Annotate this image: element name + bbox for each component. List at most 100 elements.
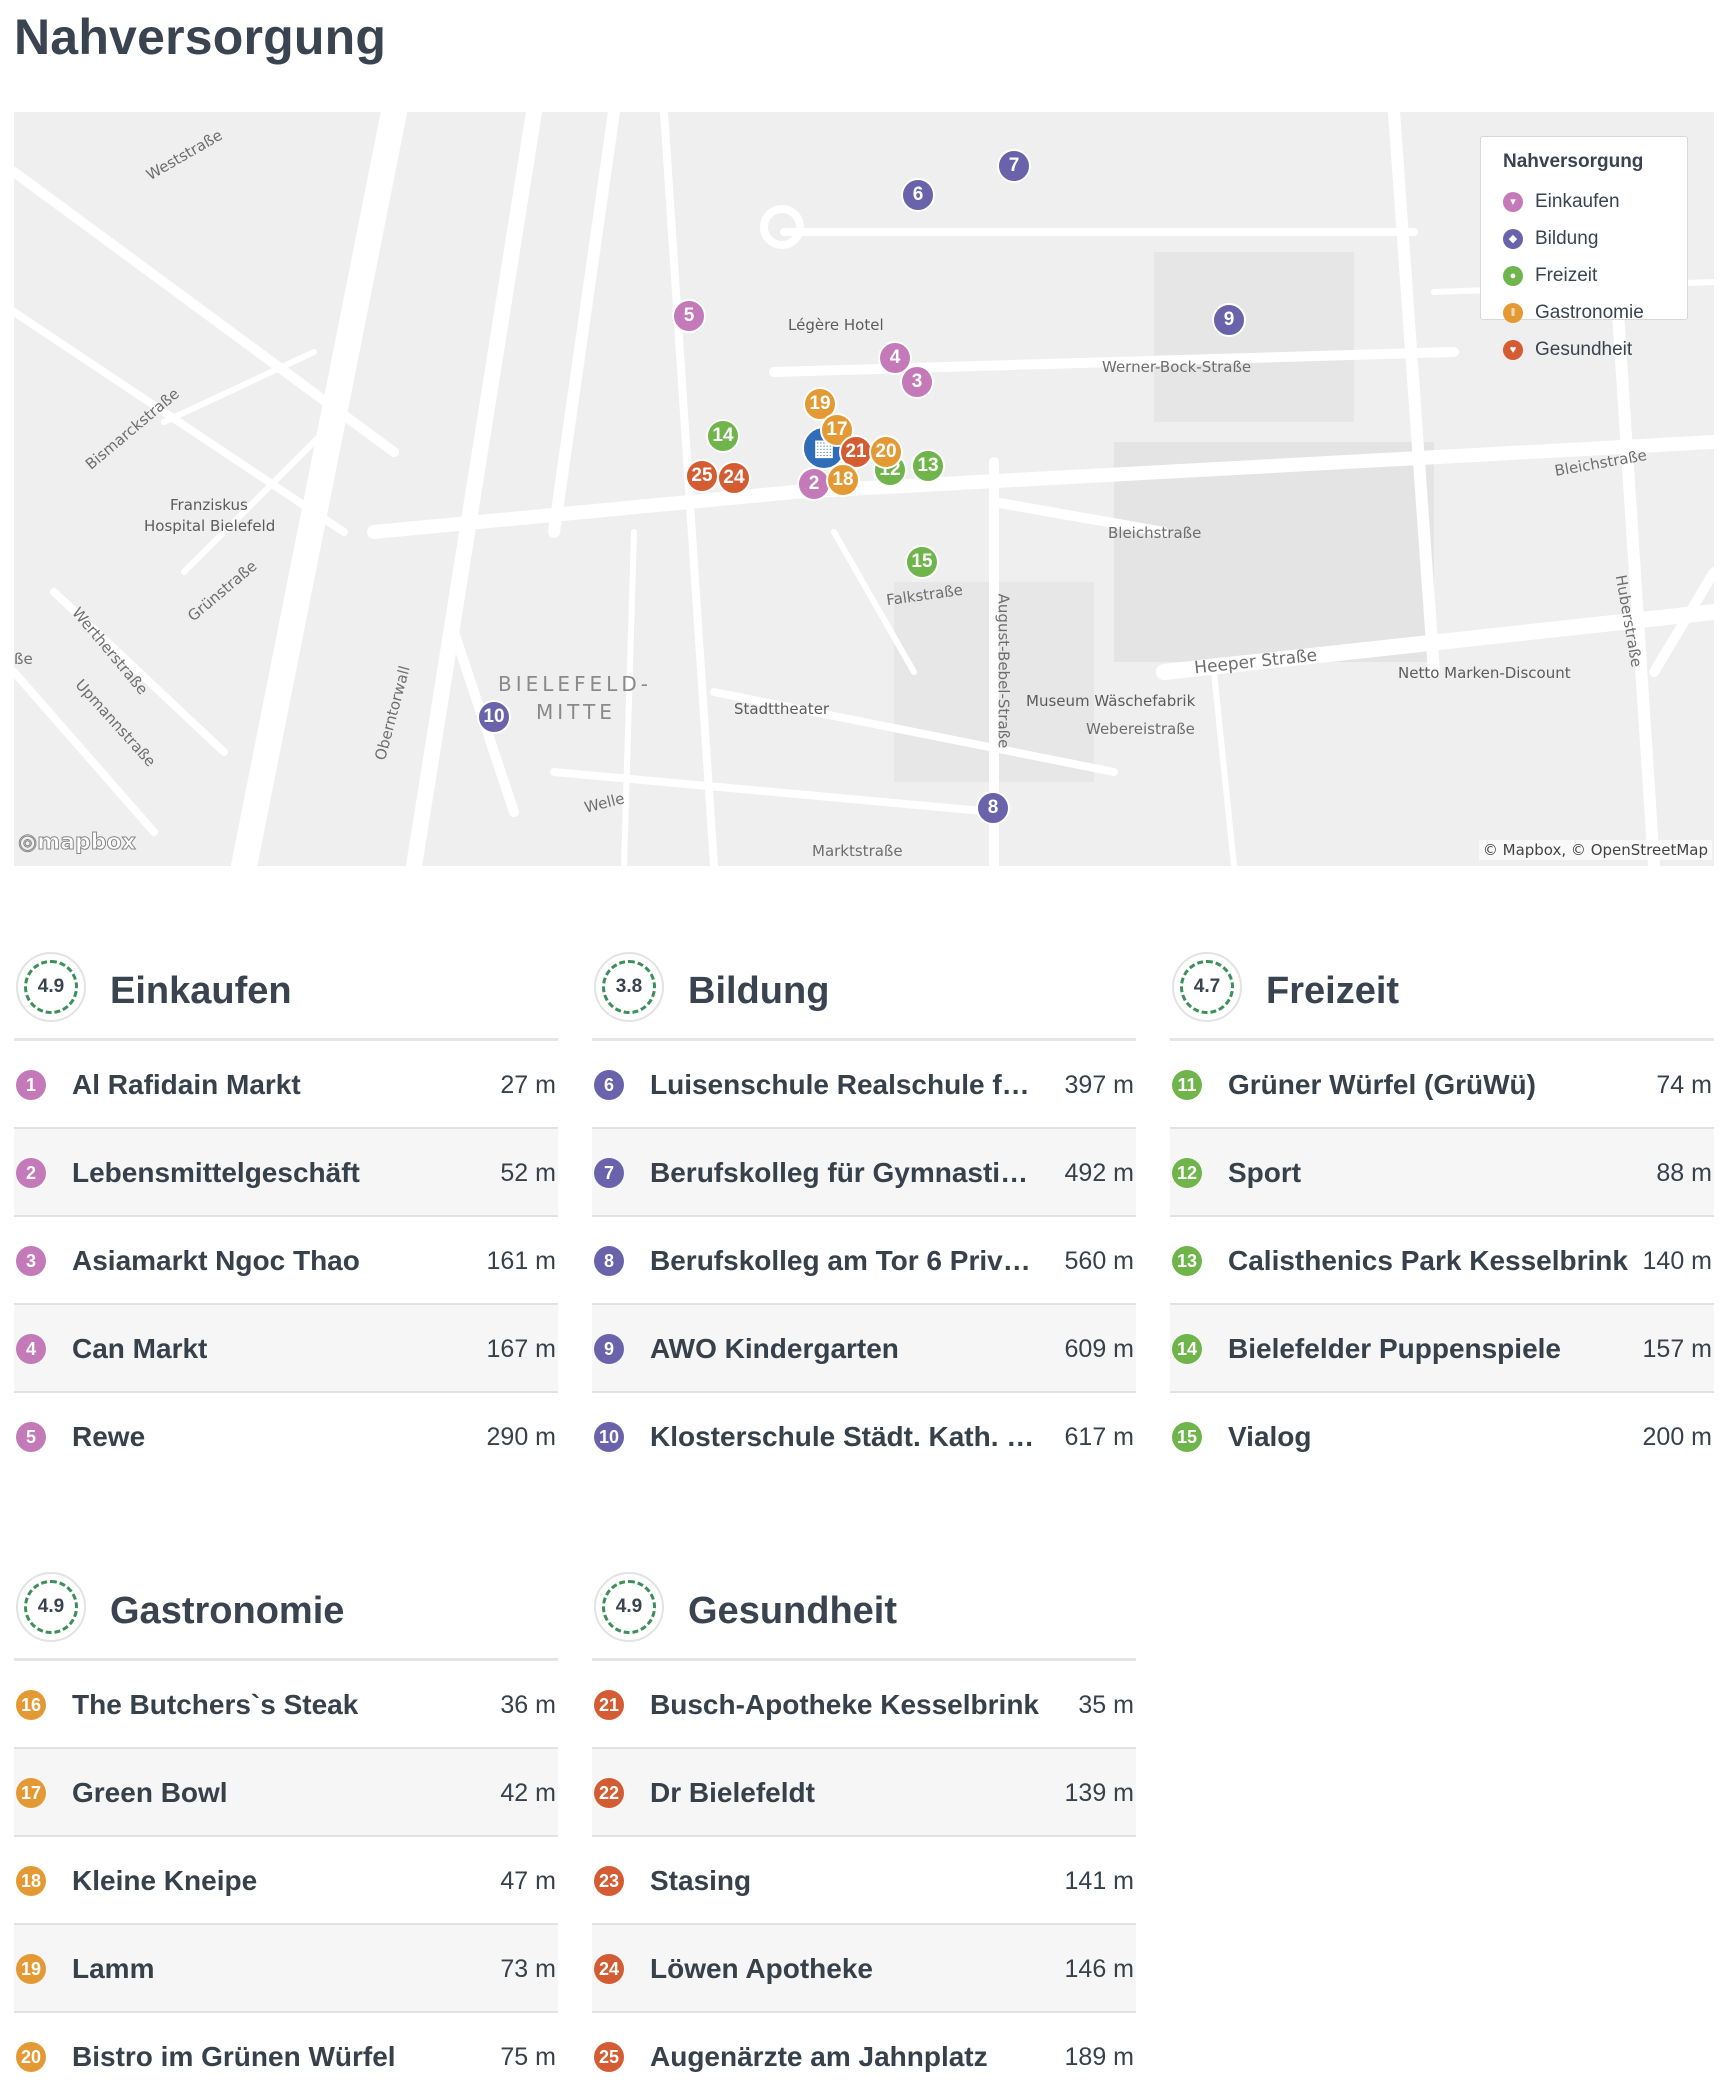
legend-label: Bildung — [1535, 227, 1599, 249]
list-item[interactable]: 9 AWO Kindergarten 609 m — [592, 1305, 1136, 1393]
item-distance: 74 m — [1656, 1071, 1712, 1099]
list-item[interactable]: 10 Klosterschule Städt. Kath. G... 617 m — [592, 1393, 1136, 1479]
item-distance: 88 m — [1656, 1159, 1712, 1187]
map-pin-7[interactable]: 7 — [997, 149, 1031, 183]
item-number: 5 — [16, 1422, 46, 1452]
map[interactable]: Weststraße Légère Hotel Werner-Bock-Stra… — [14, 112, 1714, 866]
list-item[interactable]: 11 Grüner Würfel (GrüWü) 74 m — [1170, 1041, 1714, 1129]
map-pin-18[interactable]: 18 — [826, 463, 860, 497]
map-pin-25[interactable]: 25 — [685, 459, 719, 493]
map-pin-number: 15 — [911, 551, 933, 572]
item-number: 6 — [594, 1070, 624, 1100]
item-number: 18 — [16, 1866, 46, 1896]
map-label-stadttheater: Stadttheater — [734, 700, 830, 718]
list-item[interactable]: 17 Green Bowl 42 m — [14, 1749, 558, 1837]
list-item[interactable]: 6 Luisenschule Realschule fü... 397 m — [592, 1041, 1136, 1129]
item-distance: 167 m — [486, 1335, 556, 1363]
map-pin-10[interactable]: 10 — [477, 700, 511, 734]
item-name: Rewe — [72, 1421, 146, 1452]
score-badge: 4.9 — [16, 952, 86, 1022]
map-pin-13[interactable]: 13 — [911, 449, 945, 483]
legend-item-gastronomie[interactable]: ǁ Gastronomie — [1503, 294, 1687, 331]
score-badge: 4.9 — [594, 1572, 664, 1642]
item-name: Luisenschule Realschule fü... — [650, 1069, 1040, 1100]
legend-label: Gesundheit — [1535, 338, 1633, 360]
map-pin-8[interactable]: 8 — [976, 791, 1010, 825]
category-title: Gesundheit — [688, 1590, 898, 1632]
item-number: 16 — [16, 1690, 46, 1720]
list-item[interactable]: 18 Kleine Kneipe 47 m — [14, 1837, 558, 1925]
item-distance: 42 m — [500, 1779, 556, 1807]
legend-item-einkaufen[interactable]: ▾ Einkaufen — [1503, 183, 1687, 220]
category-title: Gastronomie — [110, 1590, 345, 1632]
item-number: 4 — [16, 1334, 46, 1364]
map-pin-3[interactable]: 3 — [900, 365, 934, 399]
map-attribution[interactable]: © Mapbox, © OpenStreetMap — [1478, 840, 1712, 860]
map-label-werner-bock-strasse: Werner-Bock-Straße — [1102, 358, 1252, 376]
map-pin-15[interactable]: 15 — [905, 545, 939, 579]
mapbox-logo[interactable]: ◎mapbox — [18, 830, 137, 856]
map-pin-number: 14 — [712, 425, 734, 446]
leaf-icon: ● — [1503, 265, 1523, 286]
item-distance: 27 m — [500, 1071, 556, 1099]
item-number: 21 — [594, 1690, 624, 1720]
list-item[interactable]: 1 Al Rafidain Markt 27 m — [14, 1041, 558, 1129]
list-item[interactable]: 21 Busch-Apotheke Kesselbrink 35 m — [592, 1661, 1136, 1749]
legend-title: Nahversorgung — [1503, 151, 1644, 172]
map-pin-20[interactable]: 20 — [869, 435, 903, 469]
item-number: 25 — [594, 2042, 624, 2072]
list-item[interactable]: 25 Augenärzte am Jahnplatz 189 m — [592, 2013, 1136, 2099]
list-item[interactable]: 24 Löwen Apotheke 146 m — [592, 1925, 1136, 2013]
list-item[interactable]: 7 Berufskolleg für Gymnastik ... 492 m — [592, 1129, 1136, 1217]
item-name: Green Bowl — [72, 1777, 228, 1808]
list-item[interactable]: 19 Lamm 73 m — [14, 1925, 558, 2013]
list-item[interactable]: 22 Dr Bielefeldt 139 m — [592, 1749, 1136, 1837]
map-pin-number: 17 — [826, 419, 848, 440]
legend-item-freizeit[interactable]: ● Freizeit — [1503, 257, 1687, 294]
map-pin-2[interactable]: 2 — [797, 467, 831, 501]
map-pin-9[interactable]: 9 — [1212, 303, 1246, 337]
map-pin-number: 21 — [845, 441, 867, 462]
map-pin-number: 24 — [723, 467, 745, 488]
category-gesundheit: 4.9 Gesundheit 21 Busch-Apotheke Kesselbr… — [592, 1552, 1136, 2099]
list-item[interactable]: 15 Vialog 200 m — [1170, 1393, 1714, 1479]
map-label-august-bebel-strasse: August-Bebel-Straße — [994, 593, 1013, 749]
score-value: 4.9 — [37, 1596, 65, 1617]
item-distance: 47 m — [500, 1867, 556, 1895]
item-number: 23 — [594, 1866, 624, 1896]
category-title: Einkaufen — [110, 970, 292, 1012]
legend-item-bildung[interactable]: ◆ Bildung — [1503, 220, 1687, 257]
map-pin-5[interactable]: 5 — [672, 299, 706, 333]
list-item[interactable]: 8 Berufskolleg am Tor 6 Privat... 560 m — [592, 1217, 1136, 1305]
list-item[interactable]: 16 The Butchers`s Steak 36 m — [14, 1661, 558, 1749]
legend-label: Gastronomie — [1535, 301, 1644, 323]
map-pin-24[interactable]: 24 — [717, 461, 751, 495]
category-header: 4.7 Freizeit — [1170, 932, 1714, 1041]
category-title: Freizeit — [1266, 970, 1400, 1012]
score-badge: 4.7 — [1172, 952, 1242, 1022]
list-item[interactable]: 5 Rewe 290 m — [14, 1393, 558, 1479]
map-pin-number: 20 — [875, 441, 897, 462]
map-pin-6[interactable]: 6 — [901, 178, 935, 212]
list-item[interactable]: 20 Bistro im Grünen Würfel 75 m — [14, 2013, 558, 2099]
list-item[interactable]: 2 Lebensmittelgeschäft 52 m — [14, 1129, 558, 1217]
item-name: Grüner Würfel (GrüWü) — [1228, 1069, 1536, 1100]
legend-item-gesundheit[interactable]: ♥ Gesundheit — [1503, 331, 1687, 368]
map-pin-17[interactable]: 17 — [820, 413, 854, 447]
item-distance: 560 m — [1064, 1247, 1134, 1275]
item-distance: 609 m — [1064, 1335, 1134, 1363]
map-pin-14[interactable]: 14 — [706, 419, 740, 453]
item-name: Lamm — [72, 1953, 155, 1984]
item-number: 1 — [16, 1070, 46, 1100]
list-item[interactable]: 13 Calisthenics Park Kesselbrink 140 m — [1170, 1217, 1714, 1305]
list-item[interactable]: 4 Can Markt 167 m — [14, 1305, 558, 1393]
score-value: 4.7 — [1193, 976, 1221, 997]
list-item[interactable]: 23 Stasing 141 m — [592, 1837, 1136, 1925]
map-pin-number: 3 — [911, 371, 923, 392]
list-item[interactable]: 14 Bielefelder Puppenspiele 157 m — [1170, 1305, 1714, 1393]
item-distance: 35 m — [1078, 1691, 1134, 1719]
map-streets — [14, 112, 1714, 866]
list-item[interactable]: 3 Asiamarkt Ngoc Thao 161 m — [14, 1217, 558, 1305]
list-item[interactable]: 12 Sport 88 m — [1170, 1129, 1714, 1217]
map-pin-number: 4 — [889, 347, 901, 368]
